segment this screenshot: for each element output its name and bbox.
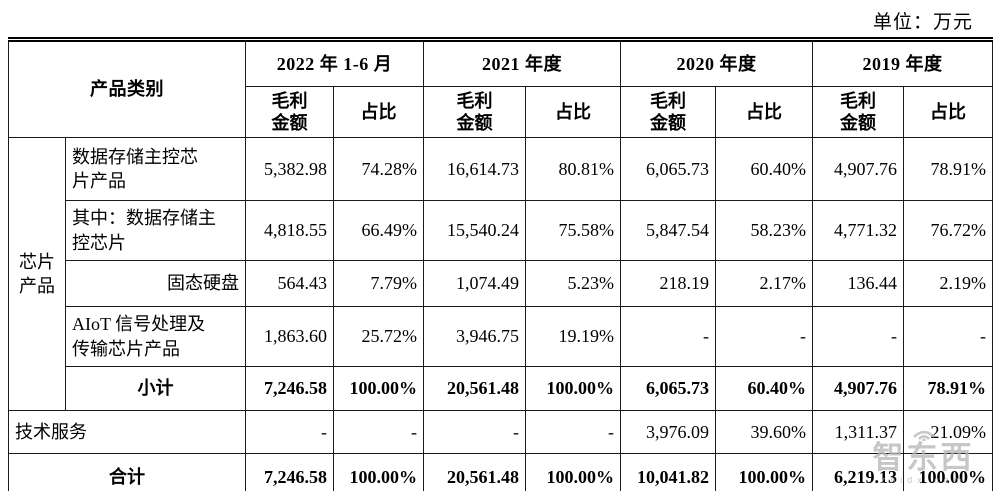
table-row-incl-storage-controller: 其中：数据存储主 控芯片 4,818.55 66.49% 15,540.24 7… (9, 200, 993, 261)
table-row-subtotal: 小计 7,246.58 100.00% 20,561.48 100.00% 6,… (9, 366, 993, 411)
row-label: 其中：数据存储主 控芯片 (65, 200, 246, 261)
ratio-header: 占比 (903, 86, 993, 138)
ratio-header: 占比 (715, 86, 813, 138)
ratio-cell: 39.60% (715, 410, 813, 454)
amount-cell: 136.44 (812, 260, 904, 307)
ratio-cell: 19.19% (525, 306, 621, 367)
ratio-cell: 2.17% (715, 260, 813, 307)
amount-cell: 7,246.58 (245, 366, 334, 411)
row-label: AIoT 信号处理及 传输芯片产品 (65, 306, 246, 367)
ratio-cell: 60.40% (715, 366, 813, 411)
amount-cell: 6,065.73 (620, 137, 716, 201)
ratio-cell: - (715, 306, 813, 367)
period-header-2021: 2021 年度 (423, 39, 621, 87)
ratio-cell: 100.00% (525, 453, 621, 491)
amount-cell: 3,946.75 (423, 306, 526, 367)
period-header-2020: 2020 年度 (620, 39, 813, 87)
ratio-cell: 25.72% (333, 306, 424, 367)
ratio-cell: 100.00% (333, 453, 424, 491)
amount-cell: 6,219.13 (812, 453, 904, 491)
ratio-cell: 100.00% (715, 453, 813, 491)
row-label-total: 合计 (8, 453, 246, 491)
ratio-cell: 58.23% (715, 200, 813, 261)
amount-cell: - (423, 410, 526, 454)
ratio-cell: - (903, 306, 993, 367)
table-row-technical-services: 技术服务 - - - - 3,976.09 39.60% 1,311.37 21… (8, 410, 993, 454)
ratio-cell: - (525, 410, 621, 454)
amount-cell: - (620, 306, 716, 367)
table-row-aiot: AIoT 信号处理及 传输芯片产品 1,863.60 25.72% 3,946.… (9, 306, 993, 367)
amount-cell: 16,614.73 (423, 137, 526, 201)
ratio-cell: 100.00% (333, 366, 424, 411)
amount-cell: 7,246.58 (245, 453, 334, 491)
amount-cell: 5,847.54 (620, 200, 716, 261)
row-label: 数据存储主控芯 片产品 (65, 137, 246, 201)
row-label-subtotal: 小计 (65, 366, 246, 411)
amount-cell: 5,382.98 (245, 137, 334, 201)
amount-cell: 4,771.32 (812, 200, 904, 261)
ratio-cell: 5.23% (525, 260, 621, 307)
ratio-cell: 100.00% (903, 453, 993, 491)
amount-cell: 6,065.73 (620, 366, 716, 411)
group-label-chip-products: 芯片 产品 (8, 137, 66, 411)
amount-cell: 10,041.82 (620, 453, 716, 491)
ratio-cell: 66.49% (333, 200, 424, 261)
amount-cell: 15,540.24 (423, 200, 526, 261)
amount-cell: 218.19 (620, 260, 716, 307)
amount-header: 毛利 金额 (620, 86, 716, 138)
amount-cell: 564.43 (245, 260, 334, 307)
table-row-storage-controller-products: 芯片 产品 数据存储主控芯 片产品 5,382.98 74.28% 16,614… (8, 137, 993, 411)
amount-header: 毛利 金额 (812, 86, 904, 138)
period-header-2019: 2019 年度 (812, 39, 993, 87)
amount-cell: 3,976.09 (620, 410, 716, 454)
amount-cell: 1,863.60 (245, 306, 334, 367)
amount-cell: - (245, 410, 334, 454)
amount-cell: 4,818.55 (245, 200, 334, 261)
ratio-cell: 76.72% (903, 200, 993, 261)
corner-header: 产品类别 (8, 39, 246, 138)
amount-cell: 1,074.49 (423, 260, 526, 307)
period-header-row: 产品类别 2022 年 1-6 月 2021 年度 2020 年度 2019 年… (8, 39, 993, 138)
ratio-cell: 7.79% (333, 260, 424, 307)
row-label: 固态硬盘 (65, 260, 246, 307)
amount-cell: 1,311.37 (812, 410, 904, 454)
ratio-cell: 78.91% (903, 366, 993, 411)
period-header-2022: 2022 年 1-6 月 (245, 39, 424, 87)
row-label-technical-services: 技术服务 (8, 410, 246, 454)
amount-cell: 4,907.76 (812, 366, 904, 411)
ratio-cell: 100.00% (525, 366, 621, 411)
ratio-cell: 74.28% (333, 137, 424, 201)
ratio-cell: 2.19% (903, 260, 993, 307)
ratio-cell: 21.09% (903, 410, 993, 454)
amount-cell: 4,907.76 (812, 137, 904, 201)
unit-label: 单位：万元 (872, 12, 973, 33)
ratio-header: 占比 (525, 86, 621, 138)
amount-cell: - (812, 306, 904, 367)
ratio-cell: 78.91% (903, 137, 993, 201)
amount-header: 毛利 金额 (245, 86, 334, 138)
ratio-cell: 60.40% (715, 137, 813, 201)
ratio-header: 占比 (333, 86, 424, 138)
gross-profit-table: 产品类别 2022 年 1-6 月 2021 年度 2020 年度 2019 年… (8, 37, 993, 491)
table-row-total: 合计 7,246.58 100.00% 20,561.48 100.00% 10… (8, 453, 993, 491)
amount-header: 毛利 金额 (423, 86, 526, 138)
table-row-ssd: 固态硬盘 564.43 7.79% 1,074.49 5.23% 218.19 … (9, 260, 993, 307)
ratio-cell: 80.81% (525, 137, 621, 201)
ratio-cell: 75.58% (525, 200, 621, 261)
subheader-row: 毛利 金额 占比 毛利 金额 占比 毛利 金额 占比 毛利 金额 占比 (9, 86, 993, 138)
amount-cell: 20,561.48 (423, 366, 526, 411)
amount-cell: 20,561.48 (423, 453, 526, 491)
ratio-cell: - (333, 410, 424, 454)
